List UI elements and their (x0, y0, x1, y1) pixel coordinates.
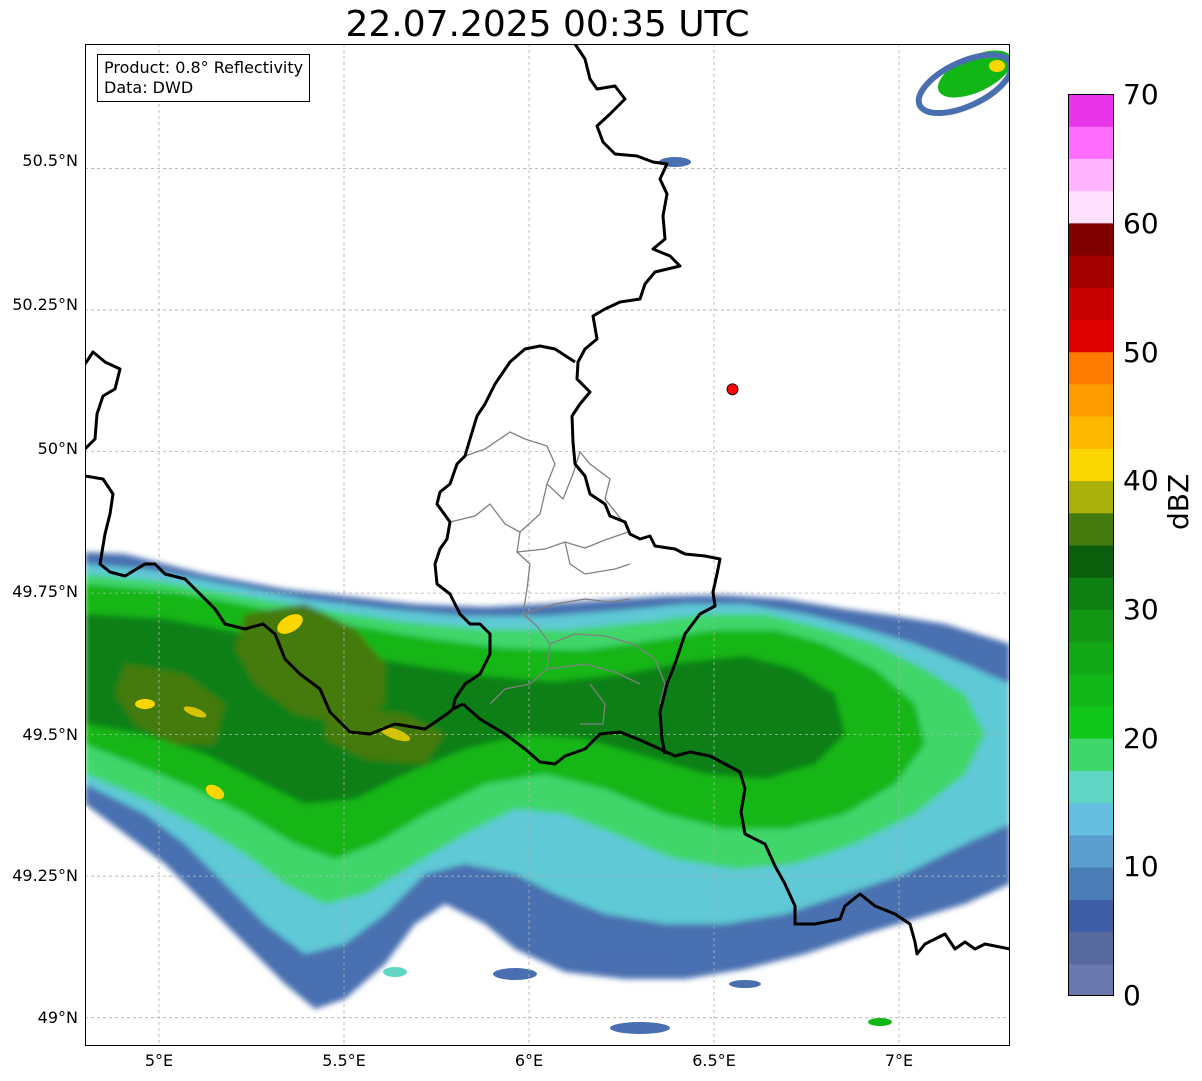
colorbar-segment (1068, 383, 1114, 417)
lon-tick-label: 6.5°E (692, 1051, 736, 1070)
radar-echoes (85, 552, 1010, 1009)
lat-tick-label: 50.25°N (12, 295, 78, 314)
echo-olive-core-2 (115, 664, 225, 744)
colorbar-segment (1068, 802, 1114, 836)
colorbar-tick-label: 20 (1123, 722, 1159, 755)
colorbar-segment (1068, 158, 1114, 192)
colorbar-tick-label: 30 (1123, 593, 1159, 626)
colorbar-tick-label: 40 (1123, 464, 1159, 497)
echo-cell-south-1 (587, 956, 663, 972)
colorbar-segment (1068, 641, 1114, 675)
echo-cell-south-5 (868, 1018, 892, 1026)
lat-tick-label: 50°N (37, 439, 78, 458)
colorbar-segment (1068, 738, 1114, 771)
country-borders (85, 44, 1010, 956)
map-border (85, 44, 1010, 1046)
radar-site-marker (726, 383, 739, 396)
colorbar-segment (1068, 448, 1114, 482)
echo-cell-south-3 (610, 1022, 670, 1034)
colorbar-segment (1068, 545, 1114, 578)
echo-yellow-1 (277, 614, 303, 634)
radar-map-canvas (85, 44, 1010, 1046)
colorbar-segment (1068, 94, 1114, 127)
colorbar-segment (1068, 512, 1114, 546)
lat-tick-label: 49.25°N (12, 866, 78, 885)
colorbar-segment (1068, 287, 1114, 320)
colorbar-tick-label: 0 (1123, 979, 1141, 1012)
colorbar-segment (1068, 609, 1114, 643)
colorbar-segment (1068, 963, 1114, 996)
echo-yellow-4 (379, 726, 411, 742)
colorbar-segment (1068, 319, 1114, 353)
canton-borders (449, 431, 666, 725)
colorbar-segment (1068, 190, 1114, 224)
border-be-fr (85, 474, 464, 736)
border-de-be-north (570, 44, 722, 755)
colorbar-segment (1068, 222, 1114, 256)
colorbar-segment (1068, 255, 1114, 288)
info-product: Product: 0.8° Reflectivity (104, 58, 304, 77)
echo-yellow-2 (135, 699, 155, 709)
lat-tick-label: 49°N (37, 1008, 78, 1027)
lat-tick-label: 49.5°N (22, 725, 78, 744)
echo-olive-core (235, 604, 385, 724)
colorbar-segment (1068, 834, 1114, 868)
colorbar-title: dBZ (1162, 473, 1195, 530)
colorbar-segment (1068, 867, 1114, 900)
colorbar-segment (1068, 899, 1114, 933)
colorbar-segment (1068, 351, 1114, 385)
info-data-source: Data: DWD (104, 78, 194, 97)
lon-tick-label: 6°E (514, 1051, 544, 1070)
colorbar-segment (1068, 673, 1114, 707)
colorbar-segment (1068, 126, 1114, 159)
lat-tick-label: 49.75°N (12, 582, 78, 601)
colorbar-segment (1068, 577, 1114, 610)
colorbar-segment (1068, 416, 1114, 449)
colorbar-tick-label: 50 (1123, 336, 1159, 369)
gridlines (85, 44, 1010, 1046)
border-lu-fr (462, 702, 1010, 956)
border-be-west (85, 350, 122, 451)
colorbar-segment (1068, 770, 1114, 804)
colorbar-segment (1068, 480, 1114, 514)
echo-cell-south-2 (493, 968, 537, 980)
lon-tick-label: 7°E (884, 1051, 914, 1070)
colorbar-tick-label: 10 (1123, 850, 1159, 883)
echo-cell-south-4 (729, 980, 761, 988)
colorbar (1068, 94, 1114, 996)
echo-cell-north (659, 157, 691, 167)
lat-tick-label: 50.5°N (22, 151, 78, 170)
echo-yellow-5 (183, 706, 207, 718)
lon-tick-label: 5.5°E (322, 1051, 366, 1070)
colorbar-tick-label: 70 (1123, 78, 1159, 111)
lon-tick-label: 5°E (144, 1051, 174, 1070)
range-mask (85, 804, 345, 1046)
info-box: Product: 0.8° Reflectivity Data: DWD (97, 54, 311, 102)
colorbar-tick-label: 60 (1123, 207, 1159, 240)
echo-yellow-3 (205, 784, 225, 800)
radar-map[interactable] (85, 44, 1010, 1046)
echo-cell-south-6 (383, 967, 407, 977)
echo-cell-ne-fringe (915, 51, 1010, 117)
map-title: 22.07.2025 00:35 UTC (345, 4, 750, 45)
colorbar-segment (1068, 706, 1114, 739)
colorbar-border (1068, 94, 1114, 996)
colorbar-segment (1068, 931, 1114, 965)
radar-echoes-sharp (85, 50, 1010, 1046)
border-lu-be (433, 344, 576, 710)
echo-cell-ne-core (989, 60, 1005, 72)
